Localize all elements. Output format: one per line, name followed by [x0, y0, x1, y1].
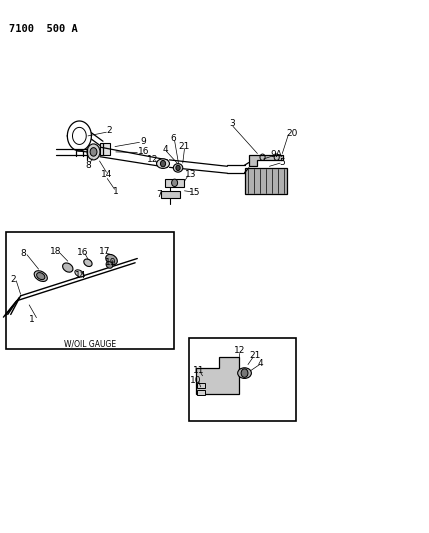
Bar — [189, 338, 296, 421]
Text: 14: 14 — [101, 171, 112, 179]
Text: 4: 4 — [162, 145, 168, 154]
Ellipse shape — [63, 263, 73, 272]
Ellipse shape — [84, 259, 92, 266]
Circle shape — [90, 148, 97, 156]
Text: 9: 9 — [141, 137, 147, 146]
Bar — [6, 232, 174, 349]
Text: 7: 7 — [156, 190, 162, 199]
Text: 21: 21 — [250, 351, 261, 360]
Text: 1: 1 — [29, 316, 35, 324]
Text: 15: 15 — [190, 189, 201, 197]
Text: 17: 17 — [100, 247, 111, 256]
Text: 4: 4 — [258, 359, 264, 368]
Bar — [100, 143, 110, 155]
Circle shape — [176, 165, 180, 171]
Bar — [197, 390, 205, 395]
Text: 11: 11 — [193, 366, 204, 375]
Polygon shape — [161, 191, 180, 198]
Text: 10: 10 — [190, 376, 202, 384]
Bar — [197, 383, 205, 388]
Polygon shape — [249, 155, 283, 166]
Text: 12: 12 — [234, 346, 245, 355]
Text: 2: 2 — [10, 276, 16, 284]
Ellipse shape — [75, 270, 84, 277]
Ellipse shape — [36, 272, 45, 280]
Text: 16: 16 — [138, 148, 149, 156]
Text: 13: 13 — [185, 171, 196, 179]
Bar — [245, 168, 287, 194]
Text: 21: 21 — [179, 142, 190, 151]
Circle shape — [241, 369, 248, 377]
Ellipse shape — [106, 254, 118, 265]
Text: 7100  500 A: 7100 500 A — [9, 25, 77, 34]
Circle shape — [172, 179, 178, 187]
Circle shape — [160, 160, 166, 167]
Text: W/OIL GAUGE: W/OIL GAUGE — [64, 340, 116, 348]
Text: 6: 6 — [171, 134, 177, 143]
Ellipse shape — [106, 262, 113, 268]
Text: 12: 12 — [147, 156, 158, 164]
Text: 5: 5 — [279, 158, 285, 167]
Text: 18: 18 — [50, 247, 61, 256]
Text: 8: 8 — [85, 161, 91, 169]
Ellipse shape — [173, 164, 183, 172]
Text: 20: 20 — [286, 129, 297, 138]
Text: 8: 8 — [21, 249, 27, 257]
Text: 1: 1 — [113, 188, 119, 196]
Circle shape — [87, 144, 100, 160]
Text: 19: 19 — [105, 259, 116, 267]
Ellipse shape — [238, 368, 251, 378]
Ellipse shape — [157, 159, 169, 168]
Text: 3: 3 — [229, 119, 235, 128]
Text: 2: 2 — [106, 126, 112, 135]
Text: 9A: 9A — [271, 150, 283, 159]
Ellipse shape — [34, 271, 47, 281]
Text: 14: 14 — [75, 271, 86, 280]
Polygon shape — [196, 357, 239, 394]
Text: 16: 16 — [77, 248, 88, 256]
Polygon shape — [165, 179, 184, 187]
